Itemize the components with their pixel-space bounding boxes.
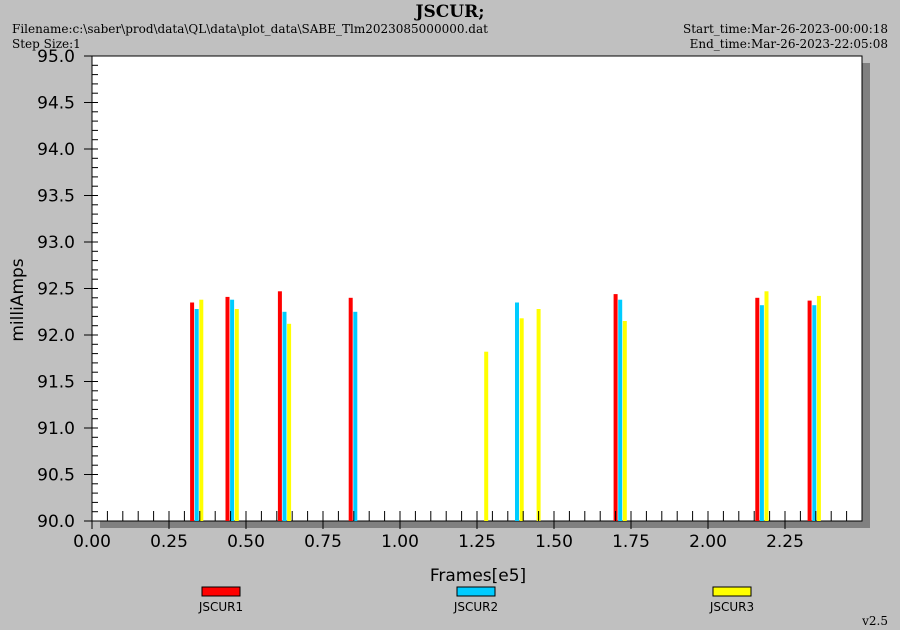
bar-jscur3-5 <box>536 309 541 521</box>
x-tick-label: 0.50 <box>227 532 265 552</box>
bar-jscur2-4 <box>515 302 519 521</box>
x-tick-label: 0.75 <box>304 532 342 552</box>
bar-jscur3-1 <box>234 309 239 521</box>
bar-jscur2-1 <box>230 299 235 521</box>
bar-jscur2-5 <box>618 299 623 521</box>
x-tick-label: 1.75 <box>612 532 650 552</box>
bar-jscur1-0 <box>190 302 195 521</box>
plot-area <box>91 55 863 522</box>
bar-jscur1-1 <box>225 296 230 521</box>
x-tick-label: 2.25 <box>766 532 804 552</box>
bar-jscur1-6 <box>807 300 812 521</box>
bar-jscur1-2 <box>277 291 282 521</box>
x-tick-label: 1.25 <box>458 532 496 552</box>
bar-jscur3-0 <box>199 299 204 521</box>
bar-jscur3-3 <box>484 351 489 521</box>
x-tick-label: 1.50 <box>535 532 573 552</box>
step-size-label: Step Size:1 <box>12 37 81 51</box>
chart-title: JSCUR; <box>415 2 485 22</box>
bar-jscur2-3 <box>353 311 358 522</box>
filename-label: Filename:c:\saber\prod\data\QL\data\plot… <box>12 22 488 36</box>
bar-jscur2-2 <box>282 311 287 522</box>
y-tick-label: 95.0 <box>37 47 75 67</box>
y-tick-label: 93.5 <box>37 187 75 207</box>
y-axis-label: milliAmps <box>8 258 28 341</box>
x-tick-label: 1.00 <box>381 532 419 552</box>
bars-layer <box>190 291 821 522</box>
y-tick-label: 90.0 <box>37 512 75 532</box>
bar-jscur1-3 <box>348 297 353 521</box>
bar-jscur3-8 <box>816 295 821 521</box>
bar-jscur1-4 <box>613 294 618 521</box>
x-tick-label: 2.00 <box>689 532 727 552</box>
y-tick-label: 92.5 <box>37 280 75 300</box>
end-time-label: End_time:Mar-26-2023-22:05:08 <box>689 37 888 51</box>
legend: JSCUR1 JSCUR2 JSCUR3 <box>198 586 754 614</box>
labels-layer: 0.00 0.25 0.50 0.75 1.00 1.25 1.50 1.75 2.00 2.25… <box>37 47 804 552</box>
y-tick-label: 91.5 <box>37 373 75 393</box>
y-tick-label: 94.0 <box>37 140 75 160</box>
bar-jscur1-5 <box>755 297 760 521</box>
bar-jscur2-0 <box>194 309 199 521</box>
x-axis-label: Frames[e5] <box>430 566 526 586</box>
y-tick-label: 90.5 <box>37 466 75 486</box>
bar-jscur2-7 <box>812 305 817 521</box>
ticks-layer <box>84 55 848 529</box>
bar-jscur3-2 <box>287 323 292 521</box>
legend-label-jscur2: JSCUR2 <box>453 600 498 614</box>
version-label: v2.5 <box>862 614 888 628</box>
y-tick-label: 94.5 <box>37 94 75 114</box>
start-time-label: Start_time:Mar-26-2023-00:00:18 <box>683 22 888 36</box>
legend-label-jscur1: JSCUR1 <box>198 600 243 614</box>
bar-jscur3-7 <box>764 291 769 521</box>
y-tick-label: 93.0 <box>37 233 75 253</box>
legend-swatch-jscur3 <box>712 586 752 597</box>
bar-jscur2-6 <box>759 305 764 521</box>
bar-jscur3-6 <box>622 321 627 521</box>
x-tick-label: 0.25 <box>150 532 188 552</box>
x-tick-label: 0.00 <box>73 532 111 552</box>
y-tick-label: 91.0 <box>37 419 75 439</box>
y-tick-label: 92.0 <box>37 326 75 346</box>
legend-label-jscur3: JSCUR3 <box>709 600 754 614</box>
bar-jscur3-4 <box>519 318 524 521</box>
legend-swatch-jscur1 <box>201 586 241 597</box>
legend-swatch-jscur2 <box>456 586 496 597</box>
